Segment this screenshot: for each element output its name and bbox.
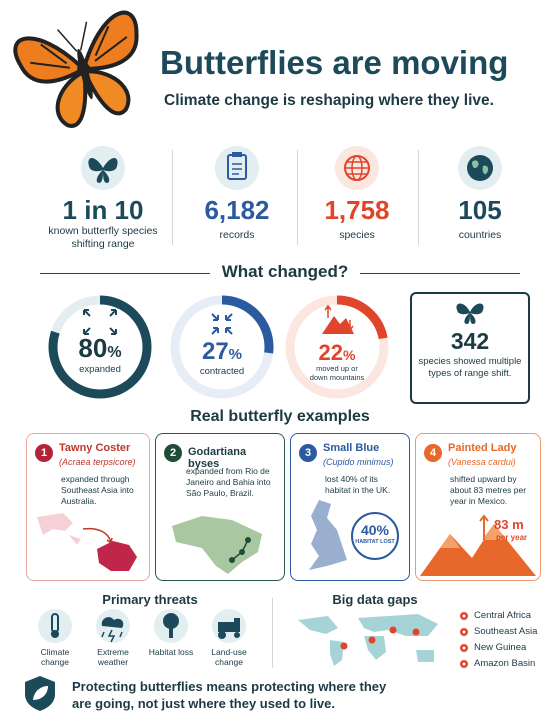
summary-box: 342 species showed multiple types of ran… <box>410 292 530 404</box>
card-name: Godartiana byses <box>188 446 247 470</box>
shield-icon <box>25 676 55 711</box>
stat-value: 1 in 10 <box>62 195 144 225</box>
card-text: shifted upward by about 83 metres per ye… <box>450 474 527 506</box>
ring-arc <box>48 295 152 399</box>
card-latin: (Cupido minimus) <box>323 457 394 467</box>
stat-icons <box>81 146 502 190</box>
gap-label: Amazon Basin <box>474 658 536 669</box>
card-name: Tawny Coster <box>59 442 131 454</box>
rule <box>360 273 520 274</box>
section-title: Real butterfly examples <box>190 408 370 425</box>
ring-icon <box>211 313 233 335</box>
threat-label: Habitat loss <box>148 647 194 657</box>
card-text: lost 40% of its habitat in the UK. <box>325 474 391 495</box>
badge-label: per year <box>496 533 528 542</box>
ring-icon <box>324 304 354 332</box>
rule <box>40 273 210 274</box>
ring-label: contracted <box>199 366 245 377</box>
box-value: 342 <box>450 328 490 354</box>
stat-value: 1,758 <box>324 195 390 225</box>
card-map <box>37 513 137 571</box>
gap-label: Southeast Asia <box>474 626 538 637</box>
ring-icon <box>83 309 117 335</box>
badge-label: HABITAT LOST <box>355 539 395 545</box>
card-number: 4 <box>424 444 442 462</box>
ring-unit: % <box>343 347 356 363</box>
butterfly-icon <box>456 303 484 324</box>
card-text: expanded through Southeast Asia into Aus… <box>61 474 134 506</box>
ring-value: 27% <box>170 338 274 366</box>
divider <box>172 150 173 245</box>
butterfly-illustration <box>13 10 139 128</box>
threat-label: Extreme weather <box>97 647 129 667</box>
stat-label: species <box>339 229 375 241</box>
ring-charts <box>48 295 389 399</box>
threat-icons <box>38 609 246 643</box>
divider <box>272 598 273 668</box>
world-map <box>298 614 438 666</box>
card-text: expanded from Rio de Janeiro and Bahia i… <box>186 466 271 498</box>
stat-label: known butterfly species shifting range <box>48 225 158 250</box>
card-number: 2 <box>164 444 182 462</box>
ring-arc <box>170 295 274 399</box>
ring-number: 80 <box>78 333 108 363</box>
card-latin: (Vanessa cardui) <box>448 457 516 467</box>
card-number: 3 <box>299 444 317 462</box>
box-label: species showed multiple types of range s… <box>418 356 522 379</box>
card-latin: (Acraea terpsicore) <box>59 457 136 467</box>
ring-arc <box>285 295 389 399</box>
threats-title: Primary threats <box>102 592 198 607</box>
ring-unit: % <box>228 346 243 363</box>
threat-label: Land-use change <box>211 647 247 667</box>
subtitle: Climate change is reshaping where they l… <box>164 92 494 109</box>
ring-unit: % <box>107 344 122 361</box>
example-card: 2 Godartiana byses expanded from Rio de … <box>155 433 285 581</box>
ring-number: 22 <box>318 340 344 365</box>
card-mountains <box>420 514 536 576</box>
ring-value: 80% <box>48 333 152 364</box>
badge-value: 83 m <box>494 517 524 532</box>
footer-text: Protecting butterflies means protecting … <box>72 679 387 711</box>
stat-label: records <box>219 229 255 241</box>
ring-label: expanded <box>79 364 121 375</box>
title: Butterflies are moving <box>160 44 509 81</box>
gap-label: New Guinea <box>474 642 527 653</box>
example-card: 4 Painted Lady (Vanessa cardui) shifted … <box>415 433 541 581</box>
card-name: Painted Lady <box>448 442 517 454</box>
section-title: What changed? <box>221 262 349 281</box>
card-name: Small Blue <box>323 442 380 454</box>
card-number: 1 <box>35 444 53 462</box>
divider <box>297 150 298 245</box>
divider <box>418 150 419 245</box>
badge-value: 40% <box>360 522 390 538</box>
stat-value: 105 <box>458 195 502 225</box>
threat-label: Climate change <box>40 647 70 667</box>
ring-value: 22% <box>285 340 389 366</box>
gap-pins <box>460 612 468 668</box>
card-map <box>172 516 262 574</box>
ring-icon <box>322 316 354 334</box>
stat-value: 6,182 <box>204 195 270 225</box>
gaps-title: Big data gaps <box>332 592 418 607</box>
stat-label: countries <box>458 229 502 241</box>
card-map <box>309 500 347 570</box>
ring-label: moved up or down mountains <box>309 364 365 382</box>
example-card: 3 Small Blue (Cupido minimus) lost 40% o… <box>290 433 410 581</box>
badge: 40% HABITAT LOST <box>351 512 399 560</box>
example-card: 1 Tawny Coster (Acraea terpsicore) expan… <box>26 433 150 581</box>
ring-number: 27 <box>201 338 229 365</box>
gap-label: Central Africa <box>474 610 532 621</box>
